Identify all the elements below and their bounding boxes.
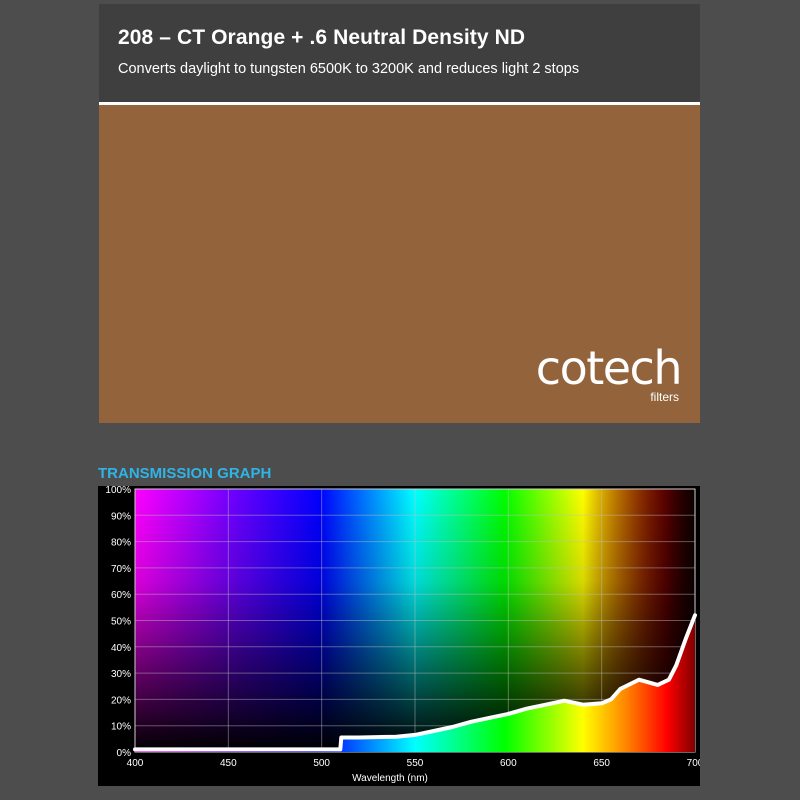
x-axis-ticks: 400 450 500 550 600 650 700 (127, 758, 700, 769)
y-axis-ticks: 0% 10% 20% 30% 40% 50% 60% 70% 80% 90% 100% (105, 486, 131, 759)
x-axis-title: Wavelength (nm) (352, 773, 428, 784)
x-tick-label: 500 (313, 758, 330, 769)
y-tick-label: 60% (111, 590, 131, 601)
transmission-graph-heading: TRANSMISSION GRAPH (98, 465, 272, 482)
cotech-logo-subtitle: filters (650, 390, 679, 404)
transmission-chart-svg: 0% 10% 20% 30% 40% 50% 60% 70% 80% 90% 100% 400 450… (105, 486, 700, 784)
y-tick-label: 100% (105, 486, 131, 496)
filter-description: Converts daylight to tungsten 6500K to 3… (118, 61, 580, 77)
y-tick-label: 40% (111, 643, 131, 654)
transmission-chart: 0% 10% 20% 30% 40% 50% 60% 70% 80% 90% 100% 400 450… (98, 486, 700, 786)
y-tick-label: 70% (111, 564, 131, 575)
y-tick-label: 90% (111, 511, 131, 522)
cotech-logo: cotech (535, 341, 683, 395)
y-tick-label: 0% (117, 748, 132, 759)
x-tick-label: 650 (593, 758, 610, 769)
filter-color-swatch: cotech filters (99, 105, 700, 423)
x-tick-label: 700 (687, 758, 700, 769)
transmission-area (135, 615, 695, 752)
y-tick-label: 80% (111, 538, 131, 549)
filter-title: 208 – CT Orange + .6 Neutral Density ND (118, 26, 526, 49)
y-tick-label: 30% (111, 669, 131, 680)
y-tick-label: 20% (111, 695, 131, 706)
y-tick-label: 50% (111, 617, 131, 628)
x-tick-label: 450 (220, 758, 237, 769)
y-tick-label: 10% (111, 722, 131, 733)
x-tick-label: 550 (407, 758, 424, 769)
chart-grid (134, 488, 696, 753)
filter-header: 208 – CT Orange + .6 Neutral Density ND … (99, 4, 700, 102)
transmission-curve (133, 613, 697, 752)
header-divider (99, 102, 700, 105)
transmission-curve-layer (133, 613, 697, 752)
x-tick-label: 600 (500, 758, 517, 769)
x-tick-label: 400 (127, 758, 144, 769)
